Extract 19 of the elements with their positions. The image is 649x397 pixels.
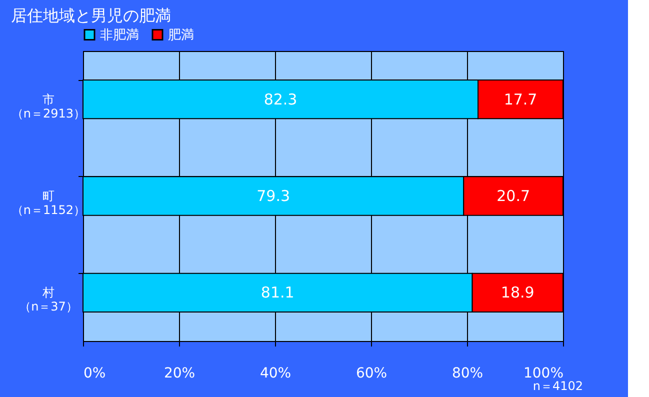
- data-label: 79.3: [256, 187, 290, 205]
- chart-title: 居住地域と男児の肥満: [10, 6, 171, 25]
- x-tick-label: 100%: [523, 366, 564, 382]
- text: n＝4102: [532, 379, 583, 393]
- x-tick-label: 40%: [260, 366, 292, 382]
- data-label: 82.3: [264, 90, 298, 108]
- data-label: 18.9: [500, 284, 534, 302]
- data-label: 17.7: [504, 90, 538, 108]
- data-label: 20.7: [496, 187, 530, 205]
- x-tick-label: 80%: [452, 366, 484, 382]
- legend-label: 肥満: [168, 28, 194, 43]
- y-tick-label: 村（n＝37）: [19, 286, 78, 314]
- data-label: 81.1: [260, 284, 294, 302]
- y-tick-label: 町（n＝1152）: [11, 189, 86, 217]
- x-tick-label: 20%: [164, 366, 196, 382]
- y-tick-label: 市（n＝2913）: [11, 92, 86, 120]
- x-tick-label: 60%: [356, 366, 388, 382]
- legend-label: 非肥満: [100, 28, 139, 43]
- x-tick-label: 0%: [84, 366, 106, 382]
